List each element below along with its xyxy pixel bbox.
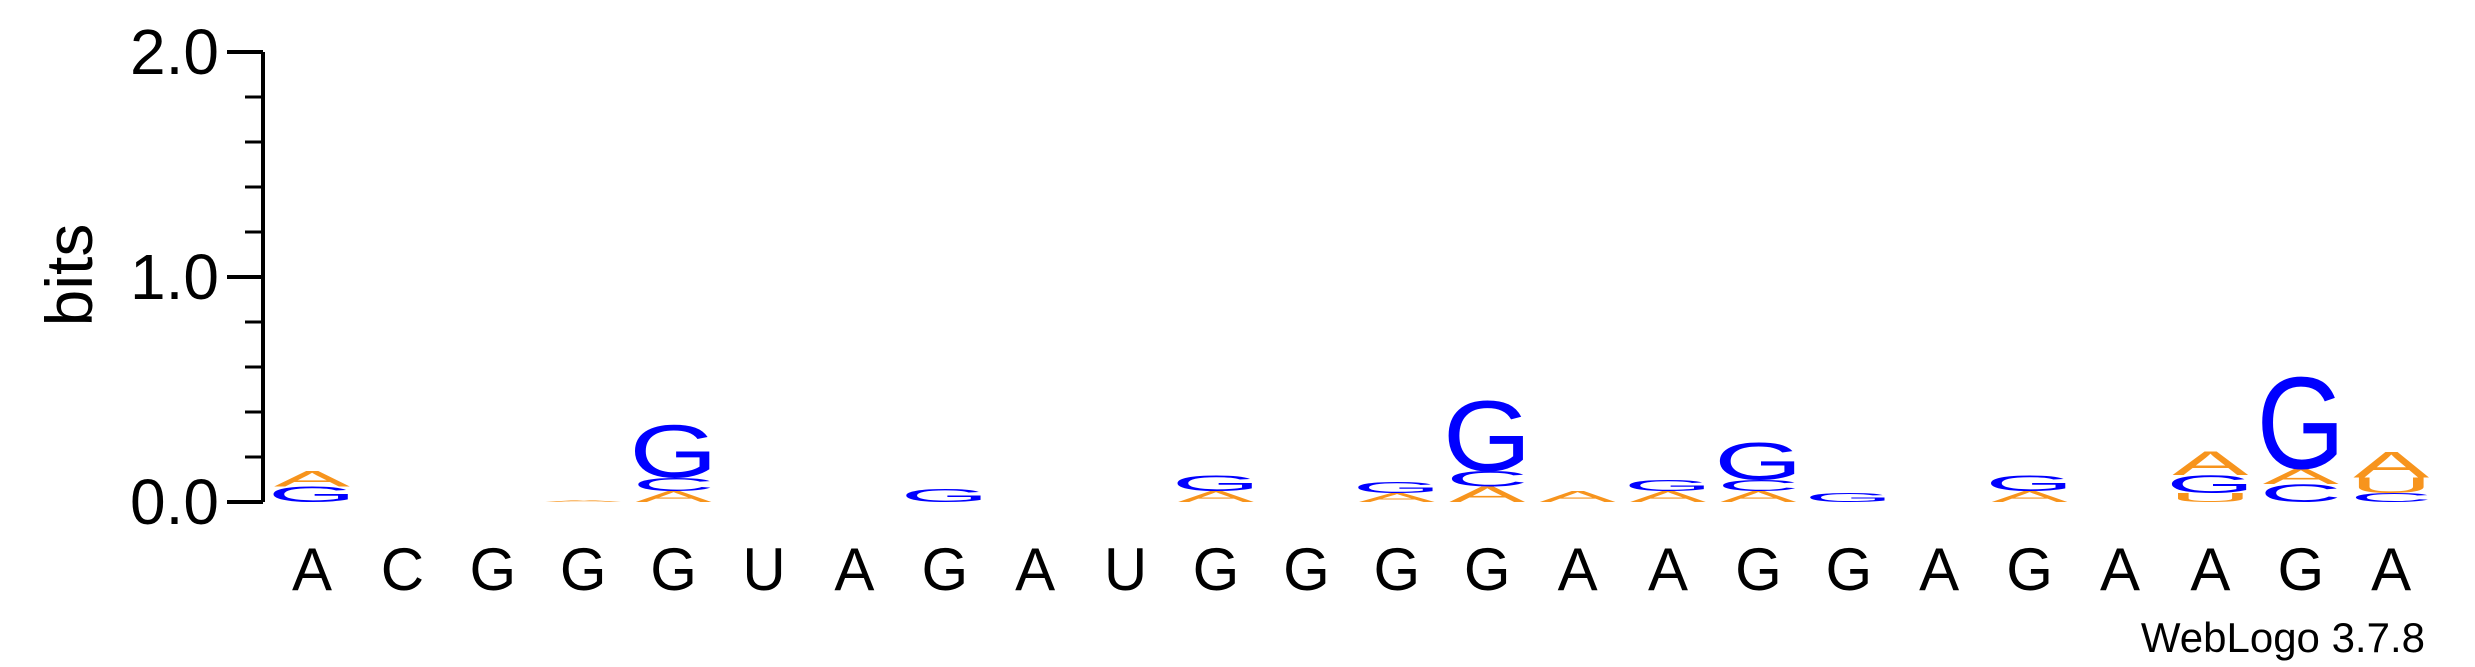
logo-letter-G: G <box>1714 432 1803 491</box>
position-label: A <box>1919 536 1959 603</box>
position-label: A <box>2371 536 2411 603</box>
logo-letter-G: G <box>1985 471 2074 495</box>
logo-letter-A: A <box>545 499 621 502</box>
logo-letter-U: U <box>2350 474 2432 498</box>
position-label: A <box>2190 536 2230 603</box>
logo-letter-G: G <box>1443 380 1532 492</box>
logo-letter-C: C <box>2260 480 2342 508</box>
logo-letter-A: A <box>2263 465 2339 489</box>
position-label: A <box>292 536 332 603</box>
position-label: U <box>742 536 785 603</box>
logo-letter-A: A <box>1630 488 1707 505</box>
position-label: G <box>1193 536 1240 603</box>
logo-letter-C: C <box>2350 491 2432 505</box>
logo-letter-C: C <box>632 474 714 495</box>
position-label: A <box>1015 536 1055 603</box>
position-label: G <box>2277 536 2324 603</box>
position-label: C <box>381 536 424 603</box>
logo-letter-A: A <box>1359 491 1435 505</box>
logo-letter-A: A <box>1540 488 1617 505</box>
y-axis-label: bits <box>32 224 106 327</box>
position-label: G <box>650 536 697 603</box>
logo-letter-G: G <box>2166 471 2255 499</box>
y-tick-label: 2.0 <box>130 16 219 88</box>
logo-letter-G: G <box>268 483 357 507</box>
logo-letter-G: G <box>1624 477 1713 494</box>
logo-letter-A: A <box>1720 488 1797 505</box>
position-label: G <box>1283 536 1330 603</box>
position-label: A <box>834 536 874 603</box>
position-label: A <box>1648 536 1688 603</box>
logo-letter-G: G <box>1172 471 1261 495</box>
position-label: G <box>469 536 516 603</box>
logo-letter-G: G <box>1805 491 1894 505</box>
logo-letter-U: U <box>2169 491 2251 505</box>
logo-letter-A: A <box>274 467 350 491</box>
y-tick-label: 0.0 <box>130 466 219 538</box>
logo-letter-A: A <box>1992 488 2069 505</box>
position-label: A <box>2100 536 2140 603</box>
logo-letter-G: G <box>1353 479 1442 496</box>
position-label: G <box>2006 536 2053 603</box>
logo-letter-G: G <box>629 410 718 493</box>
position-label: A <box>1558 536 1598 603</box>
position-label: U <box>1104 536 1147 603</box>
logo-letter-A: A <box>2353 443 2430 485</box>
logo-letter-G: G <box>901 485 990 506</box>
position-label: G <box>1825 536 1872 603</box>
weblogo-credit: WebLogo 3.7.8 <box>2141 614 2425 661</box>
logo-letter-G: G <box>2257 351 2346 497</box>
logo-letter-C: C <box>1446 467 1528 491</box>
position-label: G <box>560 536 607 603</box>
logo-letter-A: A <box>636 488 713 505</box>
position-label: G <box>1735 536 1782 603</box>
position-label: G <box>1464 536 1511 603</box>
logo-letter-A: A <box>1178 488 1255 505</box>
position-label: G <box>1373 536 1420 603</box>
y-axis-ticks: 0.0 1.0 2.0 <box>130 16 263 538</box>
position-label: G <box>921 536 968 603</box>
logo-letter-A: A <box>1449 483 1525 507</box>
logo-letter-C: C <box>1717 477 1799 494</box>
y-tick-label: 1.0 <box>130 241 219 313</box>
logo-letter-A: A <box>2172 444 2248 482</box>
